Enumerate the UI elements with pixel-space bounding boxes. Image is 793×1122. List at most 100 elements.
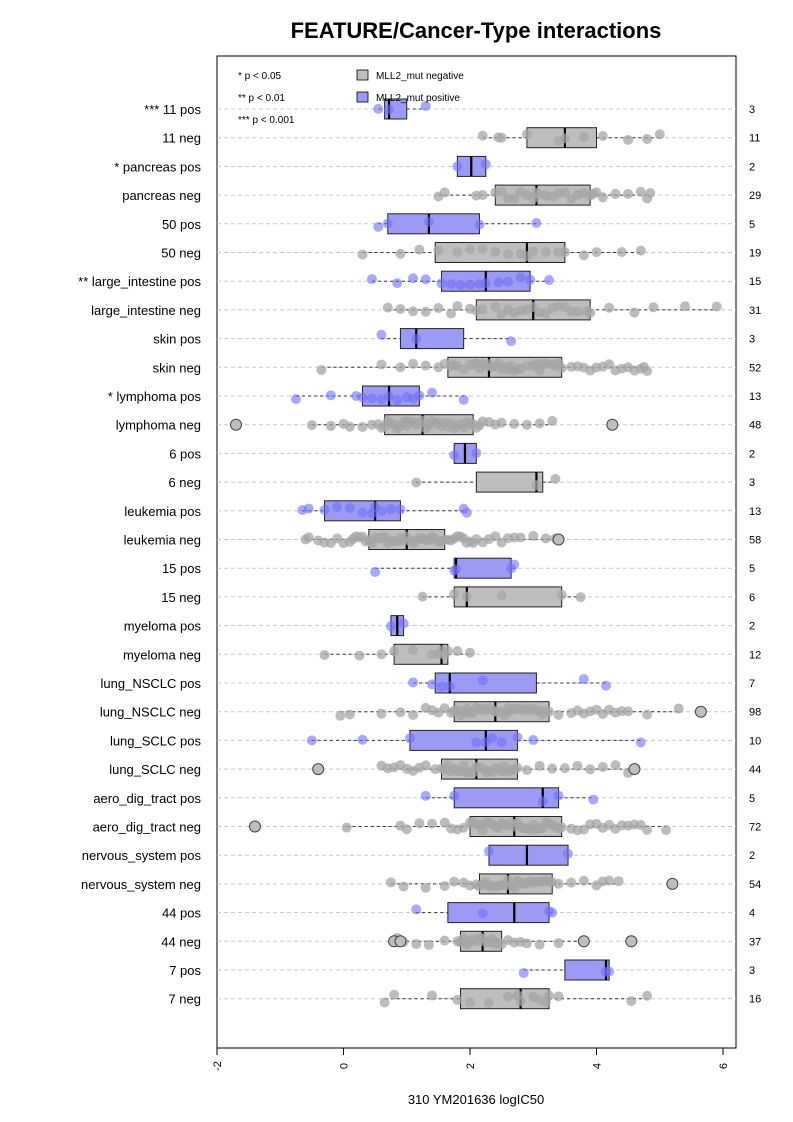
data-point <box>610 188 621 199</box>
data-point <box>385 621 396 632</box>
data-point <box>446 279 457 290</box>
data-point <box>490 246 501 257</box>
data-point <box>384 104 395 115</box>
data-point <box>458 394 469 405</box>
data-point <box>395 504 406 515</box>
data-point <box>427 679 438 690</box>
data-point <box>534 760 545 771</box>
legend-swatch-negative <box>356 69 369 81</box>
data-point <box>344 502 355 513</box>
data-point <box>556 589 567 600</box>
data-point <box>566 877 577 888</box>
row-label: myeloma neg <box>123 647 201 662</box>
box <box>387 213 480 235</box>
data-point <box>420 882 431 893</box>
data-point <box>439 880 450 891</box>
data-point <box>385 877 396 888</box>
row-count: 52 <box>749 362 761 374</box>
data-point <box>544 990 555 1001</box>
data-point <box>477 243 488 254</box>
data-point <box>544 275 555 286</box>
row-label: lung_NSCLC neg <box>100 705 201 720</box>
data-point <box>654 129 665 140</box>
data-point <box>496 186 507 197</box>
data-point <box>420 306 431 317</box>
data-point <box>588 794 599 805</box>
data-point <box>490 301 501 312</box>
data-point <box>452 994 463 1005</box>
data-point <box>420 274 431 285</box>
data-point <box>414 390 425 401</box>
x-tick-label: 6 <box>718 1063 730 1069</box>
data-point <box>556 822 567 833</box>
data-point <box>446 308 457 319</box>
data-point <box>578 131 589 142</box>
data-point <box>559 763 570 774</box>
data-point <box>392 278 403 289</box>
data-point <box>357 249 368 260</box>
data-point <box>477 675 488 686</box>
box <box>399 328 465 350</box>
data-point <box>392 394 403 405</box>
data-point <box>461 507 472 518</box>
data-point <box>332 502 343 513</box>
data-point <box>395 304 406 315</box>
data-point <box>335 710 346 721</box>
data-point <box>547 415 558 426</box>
data-point <box>531 218 542 229</box>
data-point <box>553 938 564 949</box>
box <box>447 902 550 924</box>
row-label: *** 11 pos <box>144 102 201 117</box>
row-label: 44 neg <box>161 934 201 949</box>
data-point <box>423 216 434 227</box>
outlier-point <box>229 418 242 431</box>
data-point <box>597 192 608 203</box>
data-point <box>661 825 672 836</box>
outlier-point <box>694 705 707 718</box>
data-point <box>477 189 488 200</box>
outlier-point <box>666 877 679 890</box>
data-point <box>512 762 523 773</box>
row-count: 19 <box>749 248 761 260</box>
data-point <box>414 818 425 829</box>
row-count: 2 <box>749 448 755 460</box>
x-tick-label: -2 <box>212 1061 224 1071</box>
data-point <box>512 732 523 743</box>
row-label: myeloma pos <box>124 619 202 634</box>
data-point <box>502 276 513 287</box>
data-point <box>585 764 596 775</box>
row-count: 2 <box>749 621 755 633</box>
row-count: 3 <box>749 104 755 116</box>
row-counts: 3112295191531352134823135856212798104457… <box>749 104 761 1006</box>
outlier-point <box>552 533 565 546</box>
data-point <box>496 737 507 748</box>
data-point <box>528 530 539 541</box>
data-point <box>528 735 539 746</box>
outlier-point <box>625 935 638 948</box>
row-count: 16 <box>749 994 761 1006</box>
row-count: 5 <box>749 219 755 231</box>
data-point <box>439 817 450 828</box>
data-point <box>395 707 406 718</box>
data-point <box>389 989 400 1000</box>
row-count: 13 <box>749 391 761 403</box>
row-count: 37 <box>749 936 761 948</box>
data-point <box>306 420 317 431</box>
data-point <box>420 100 431 111</box>
data-point <box>376 708 387 719</box>
data-point <box>509 193 520 204</box>
legend-label-positive: MLL2_mut positive <box>376 93 460 104</box>
data-point <box>534 418 545 429</box>
row-label: 11 neg <box>162 131 201 146</box>
data-point <box>471 448 482 459</box>
data-point <box>540 533 551 544</box>
row-label: 6 pos <box>169 446 201 461</box>
data-point <box>635 186 646 197</box>
data-point <box>370 567 381 578</box>
data-point <box>578 674 589 685</box>
data-point <box>395 248 406 259</box>
data-point <box>613 876 624 887</box>
data-point <box>711 301 722 312</box>
data-point <box>673 703 684 714</box>
